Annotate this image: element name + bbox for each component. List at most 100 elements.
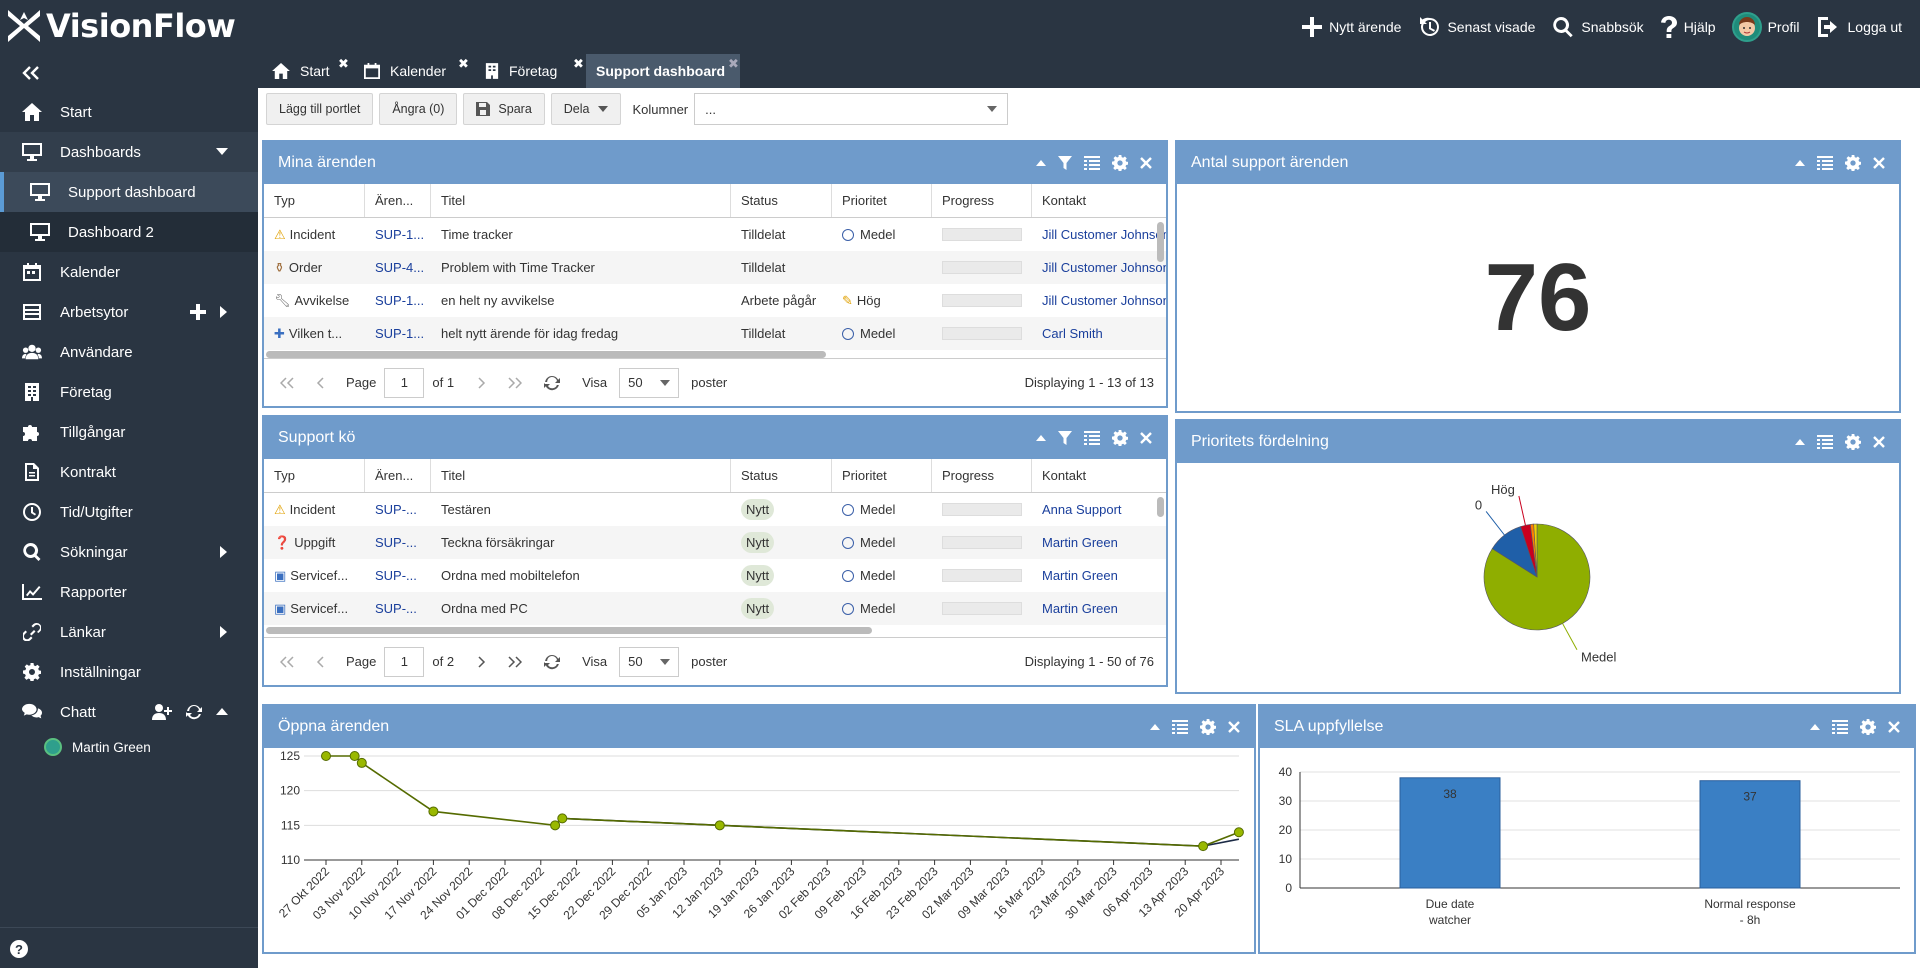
sidebar-item-kalender[interactable]: Kalender [0, 252, 258, 292]
help-button[interactable]: Hjälp [1660, 15, 1716, 39]
gear-icon[interactable] [1200, 719, 1216, 735]
table-row[interactable]: 🔧︎ Avvikelse SUP-1... en helt ny avvikels… [264, 284, 1166, 317]
add-user-icon[interactable] [152, 704, 172, 720]
sidebar-item-tillgangar[interactable]: Tillgångar [0, 412, 258, 452]
sidebar-item-anvandare[interactable]: Användare [0, 332, 258, 372]
help-circle-icon[interactable]: ? [10, 940, 28, 958]
column-header-progress[interactable]: Progress [932, 459, 1032, 492]
page-size-select[interactable]: 50 [619, 367, 680, 398]
first-page-icon[interactable] [280, 376, 294, 389]
columns-icon[interactable] [1817, 435, 1833, 449]
cell-kontakt[interactable]: Anna Support [1042, 502, 1122, 517]
column-header-status[interactable]: Status [731, 459, 832, 492]
sidebar-item-chatt[interactable]: Chatt [0, 692, 258, 732]
first-page-icon[interactable] [280, 655, 294, 668]
prev-page-icon[interactable] [316, 376, 324, 389]
undo-button[interactable]: Ångra (0) [379, 93, 458, 125]
collapse-icon[interactable] [1036, 160, 1046, 166]
gear-icon[interactable] [1845, 155, 1861, 171]
cell-kontakt[interactable]: Martin Green [1042, 601, 1118, 616]
share-button[interactable]: Dela [550, 93, 621, 125]
cell-kontakt[interactable]: Martin Green [1042, 535, 1118, 550]
collapse-icon[interactable] [1810, 724, 1820, 730]
table-row[interactable]: ✚ Vilken t... SUP-1... helt nytt ärende f… [264, 317, 1166, 350]
close-icon[interactable] [1888, 721, 1900, 733]
column-header-prioritet[interactable]: Prioritet [832, 459, 932, 492]
column-header-titel[interactable]: Titel [431, 184, 731, 217]
sidebar-item-tid-utgifter[interactable]: Tid/Utgifter [0, 492, 258, 532]
plus-icon[interactable] [190, 304, 206, 320]
table-row[interactable]: ❓ Uppgift SUP-... Teckna försäkringar Nyt… [264, 526, 1166, 559]
add-portlet-button[interactable]: Lägg till portlet [266, 93, 374, 125]
gear-icon[interactable] [1845, 434, 1861, 450]
table-row[interactable]: ▣ Servicef... SUP-... Ordna med mobiltele… [264, 559, 1166, 592]
table-row[interactable]: ⚠ Incident SUP-... Testären Nytt Medel An… [264, 493, 1166, 526]
columns-icon[interactable] [1084, 156, 1100, 170]
tab-support-dashboard[interactable]: Support dashboard ✖ [586, 54, 740, 88]
collapse-icon[interactable] [1150, 724, 1160, 730]
sidebar-item-dashboard-2[interactable]: Dashboard 2 [0, 212, 258, 252]
sidebar-item-lankar[interactable]: Länkar [0, 612, 258, 652]
close-icon[interactable] [1140, 432, 1152, 444]
save-button[interactable]: Spara [463, 93, 545, 125]
profile-button[interactable]: Profil [1731, 12, 1800, 42]
prev-page-icon[interactable] [316, 655, 324, 668]
column-header-arende[interactable]: Ären... [365, 459, 431, 492]
cell-id[interactable]: SUP-... [375, 568, 417, 583]
sidebar-item-sokningar[interactable]: Sökningar [0, 532, 258, 572]
cell-id[interactable]: SUP-... [375, 502, 417, 517]
column-header-prioritet[interactable]: Prioritet [832, 184, 932, 217]
next-page-icon[interactable] [478, 376, 486, 389]
columns-select[interactable]: ... [694, 93, 1009, 125]
columns-icon[interactable] [1832, 720, 1848, 734]
filter-icon[interactable] [1058, 431, 1072, 445]
collapse-sidebar-button[interactable] [0, 54, 258, 92]
horizontal-scrollbar[interactable] [266, 627, 872, 634]
last-page-icon[interactable] [508, 655, 523, 668]
columns-icon[interactable] [1817, 156, 1833, 170]
close-icon[interactable] [1873, 436, 1885, 448]
column-header-kontakt[interactable]: Kontakt [1042, 193, 1087, 208]
cell-id[interactable]: SUP-1... [375, 326, 425, 341]
column-header-typ[interactable]: Typ [264, 459, 365, 492]
table-row[interactable]: ⚠ Incident SUP-1... Time tracker Tilldela… [264, 218, 1166, 251]
page-input[interactable]: 1 [384, 367, 425, 398]
close-icon[interactable]: ✖ [573, 56, 584, 71]
close-icon[interactable] [1873, 157, 1885, 169]
collapse-icon[interactable] [1036, 435, 1046, 441]
gear-icon[interactable] [1112, 155, 1128, 171]
cell-id[interactable]: SUP-... [375, 535, 417, 550]
refresh-icon[interactable] [186, 704, 202, 720]
table-row[interactable]: ▣ Servicef... SUP-... Ordna med PC Nytt M… [264, 592, 1166, 625]
sidebar-item-support-dashboard[interactable]: Support dashboard [0, 172, 258, 212]
logo[interactable]: VisionFlow [4, 6, 236, 46]
quicksearch-button[interactable]: Snabbsök [1551, 15, 1644, 39]
cell-id[interactable]: SUP-... [375, 601, 417, 616]
column-header-arende[interactable]: Ären... [365, 184, 431, 217]
columns-icon[interactable] [1084, 431, 1100, 445]
close-icon[interactable] [1140, 157, 1152, 169]
tab-foretag[interactable]: Företag ✖ [471, 54, 586, 88]
page-input[interactable]: 1 [384, 646, 425, 677]
chat-user[interactable]: Martin Green [0, 732, 258, 762]
sidebar-item-foretag[interactable]: Företag [0, 372, 258, 412]
cell-id[interactable]: SUP-1... [375, 293, 425, 308]
columns-icon[interactable] [1172, 720, 1188, 734]
refresh-icon[interactable] [544, 375, 561, 391]
vertical-scrollbar[interactable] [1157, 222, 1164, 262]
column-header-progress[interactable]: Progress [932, 184, 1032, 217]
cell-kontakt[interactable]: Jill Customer Johnson [1042, 293, 1166, 308]
recent-button[interactable]: Senast visade [1417, 15, 1535, 39]
close-icon[interactable] [1228, 721, 1240, 733]
collapse-icon[interactable] [1795, 439, 1805, 445]
column-header-titel[interactable]: Titel [431, 459, 731, 492]
sidebar-item-installningar[interactable]: Inställningar [0, 652, 258, 692]
refresh-icon[interactable] [544, 654, 561, 670]
gear-icon[interactable] [1860, 719, 1876, 735]
close-icon[interactable]: ✖ [338, 56, 349, 71]
page-size-select[interactable]: 50 [619, 646, 680, 677]
cell-kontakt[interactable]: Jill Customer Johnson [1042, 227, 1166, 242]
close-icon[interactable]: ✖ [458, 56, 469, 71]
cell-id[interactable]: SUP-1... [375, 227, 425, 242]
cell-id[interactable]: SUP-4... [375, 260, 425, 275]
